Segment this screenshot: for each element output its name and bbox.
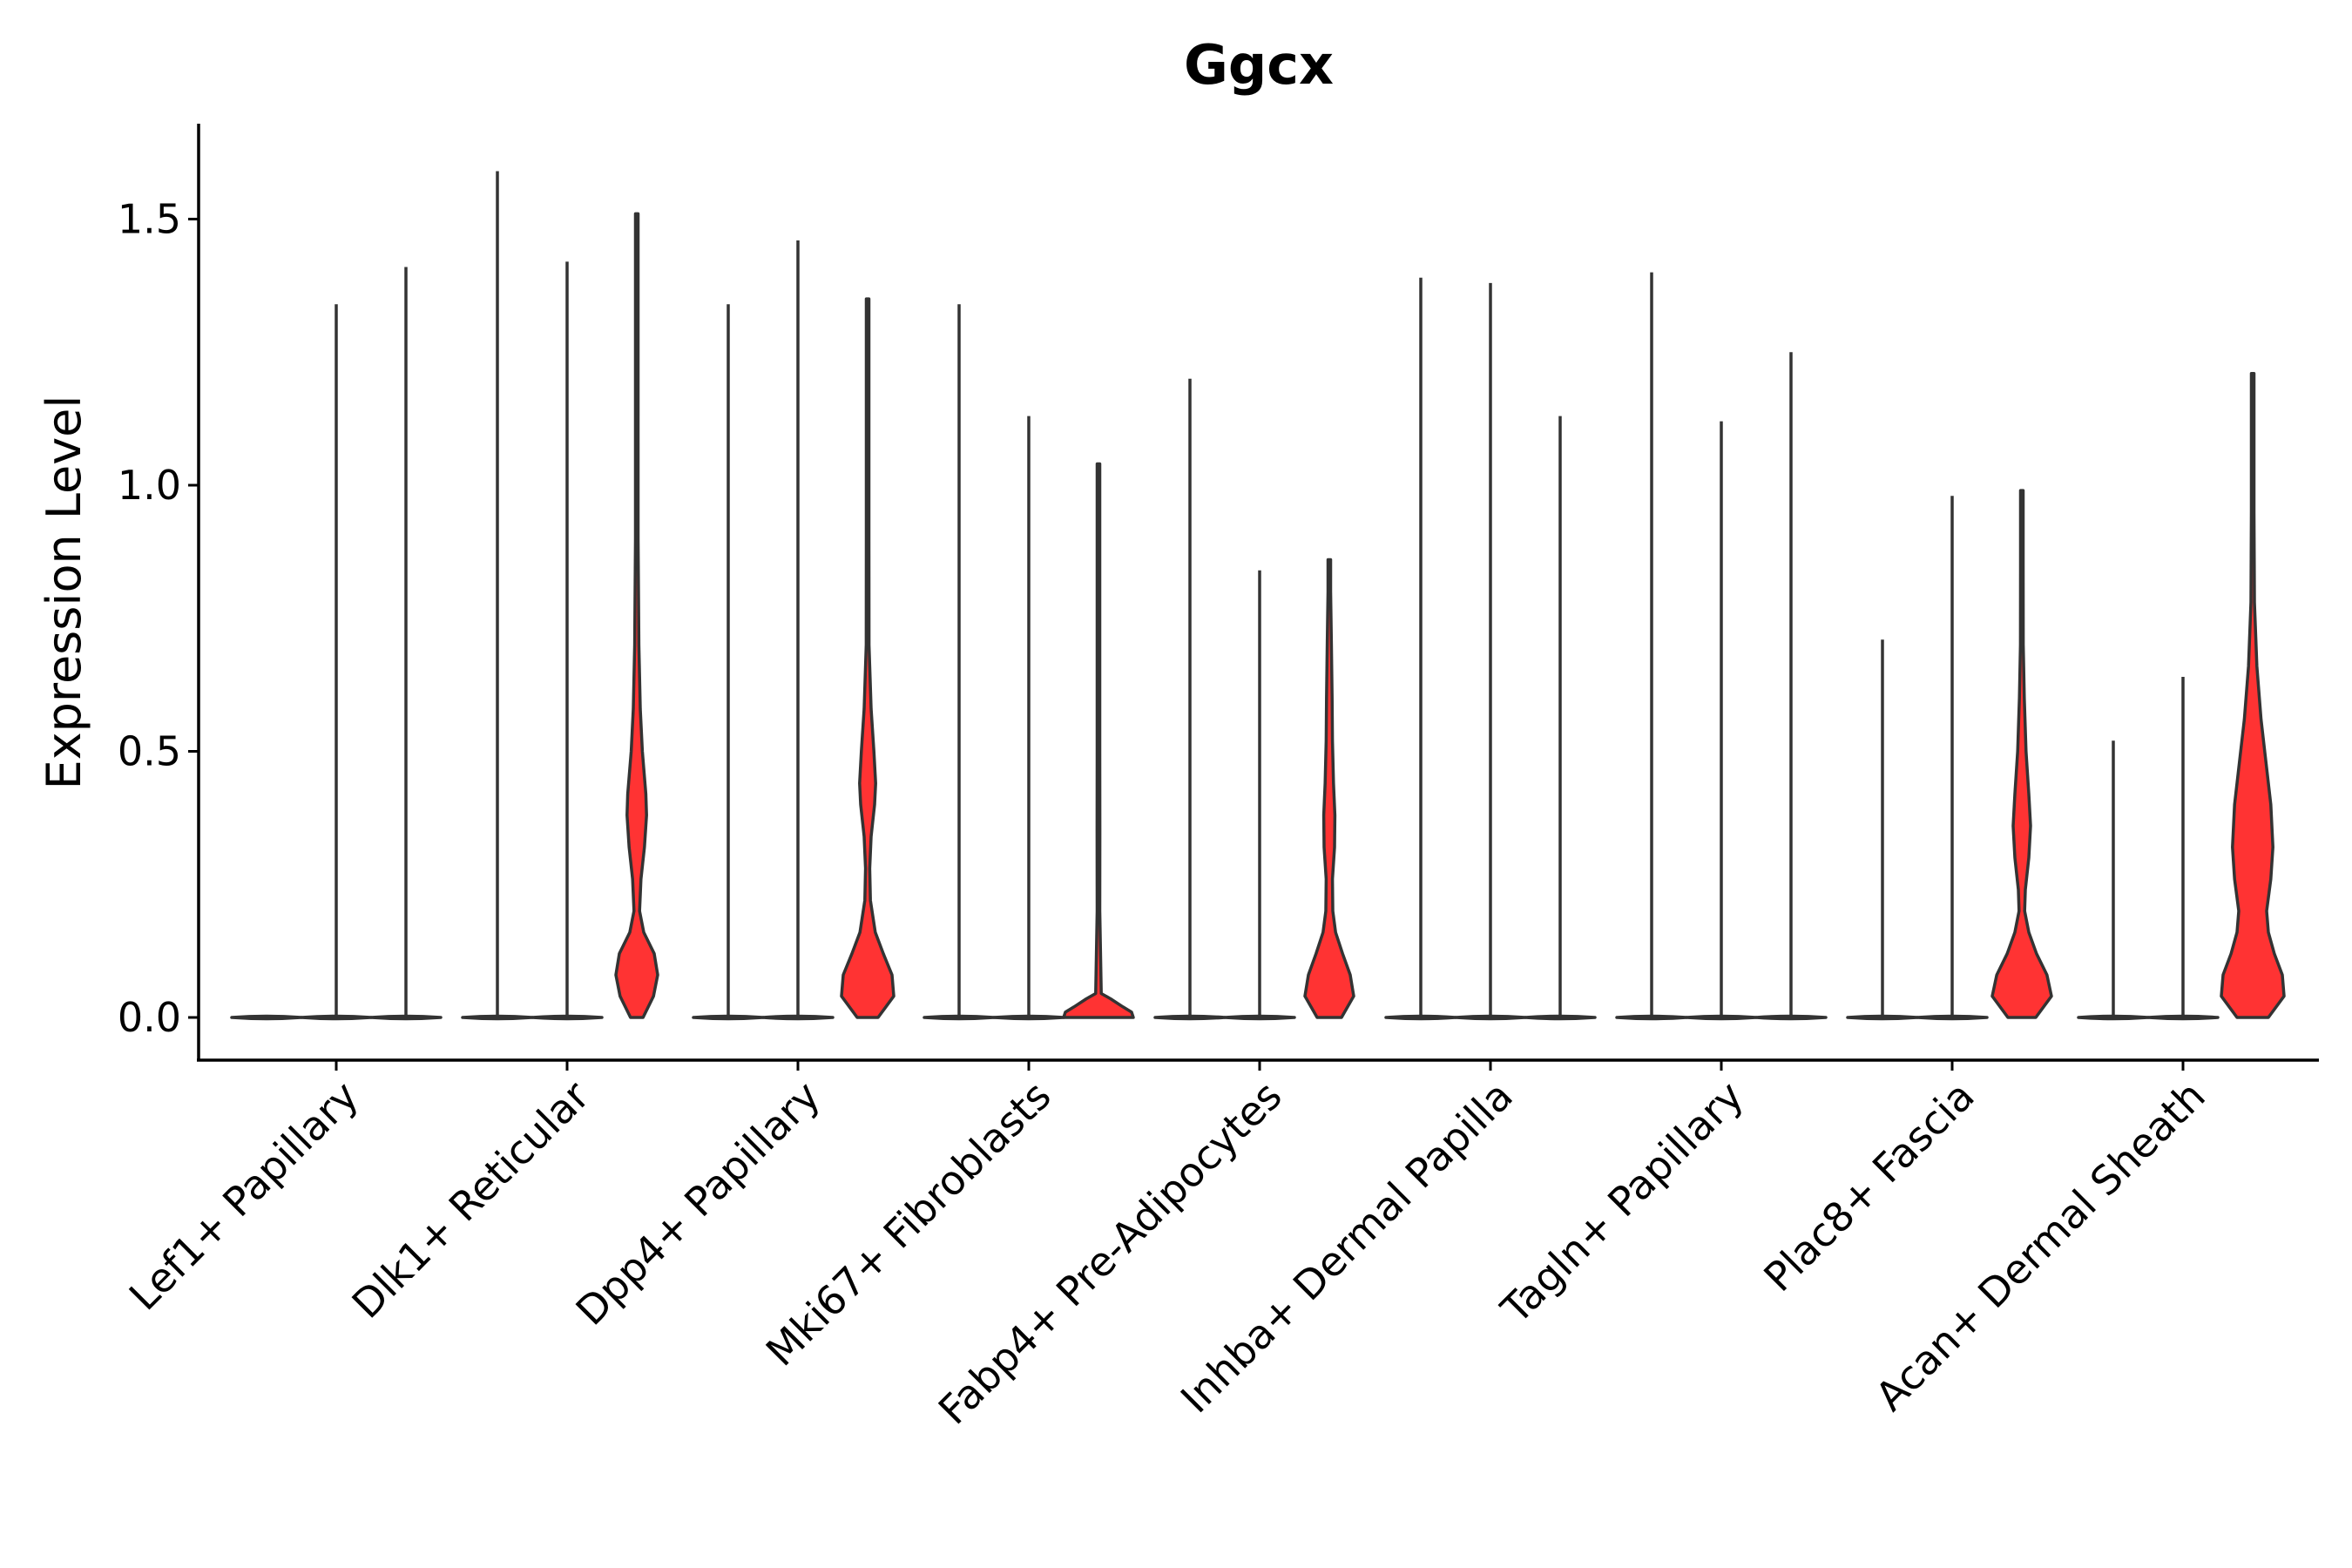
x-tick-label: Plac8+ Fascia (1754, 1072, 1983, 1301)
y-tick-label: 0.5 (118, 728, 181, 775)
violin-filled (614, 212, 659, 1019)
violin-filled (840, 297, 896, 1019)
y-tick-label: 1.0 (118, 462, 181, 509)
y-tick-label: 0.0 (118, 994, 181, 1041)
violin-filled (1303, 558, 1355, 1019)
y-axis-label: Expression Level (37, 395, 91, 790)
x-tick-label: Tagln+ Papillary (1491, 1072, 1753, 1334)
x-tick-label: Dlk1+ Reticular (343, 1072, 598, 1328)
x-tick-label: Lef1+ Papillary (120, 1072, 368, 1320)
y-tick-label: 1.5 (118, 196, 181, 243)
x-tick-label: Dpp4+ Papillary (567, 1072, 829, 1335)
y-axis-ticks: 0.0 0.5 1.0 1.5 (118, 196, 199, 1041)
violin-filled (2220, 371, 2286, 1019)
violin-group (230, 171, 2286, 1021)
violin-base (230, 1014, 303, 1021)
chart-title: Ggcx (1184, 33, 1334, 97)
violin-filled (1062, 462, 1135, 1019)
violin-filled (1990, 489, 2053, 1019)
